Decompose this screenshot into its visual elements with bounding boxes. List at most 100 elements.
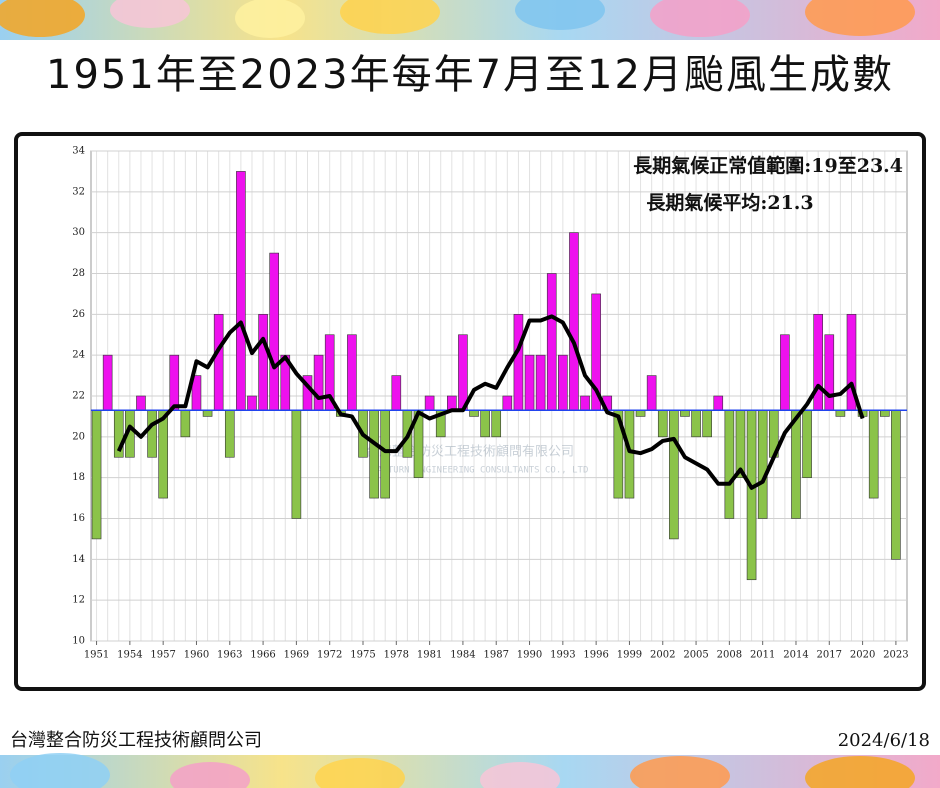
bar	[236, 171, 246, 411]
bar	[868, 409, 879, 499]
x-tick-label: 1951	[84, 650, 109, 661]
bottom-flowers	[10, 753, 915, 788]
footer-date: 2024/6/18	[838, 730, 930, 751]
annotation: 長期氣候平均:21.3	[646, 191, 813, 214]
bar	[269, 252, 279, 411]
bar	[169, 354, 180, 411]
x-tick-label: 2008	[717, 650, 742, 661]
x-tick-label: 1999	[617, 650, 642, 661]
bar	[879, 409, 890, 417]
bar	[524, 354, 535, 411]
bottom-decoration	[0, 755, 940, 788]
bar	[691, 409, 701, 438]
x-tick-label: 1954	[117, 650, 142, 661]
bar	[580, 395, 590, 411]
bar	[746, 409, 757, 581]
x-tick-label: 2023	[883, 650, 908, 661]
bar	[646, 375, 657, 411]
y-tick-label: 18	[72, 472, 85, 483]
bar	[147, 409, 157, 458]
bar	[835, 409, 846, 417]
annotation: 長期氣候正常值範圍:19至23.4	[633, 154, 903, 177]
x-tick-label: 1984	[450, 650, 475, 661]
y-tick-label: 28	[72, 268, 85, 279]
y-tick-label: 26	[72, 309, 85, 320]
bar	[469, 409, 479, 417]
x-tick-label: 1957	[150, 650, 175, 661]
bar	[458, 334, 468, 411]
bar	[513, 314, 524, 411]
bar	[447, 395, 457, 411]
bar	[380, 409, 391, 499]
bar	[569, 232, 579, 411]
y-tick-label: 20	[72, 431, 85, 442]
x-tick-label: 1990	[517, 650, 542, 661]
x-tick-label: 1993	[550, 650, 575, 661]
top-flowers	[0, 0, 915, 38]
y-tick-label: 30	[72, 227, 85, 238]
bar	[313, 354, 324, 411]
x-tick-label: 1963	[217, 650, 242, 661]
bar	[535, 354, 546, 411]
bar	[480, 409, 490, 438]
bar	[802, 409, 812, 478]
bar	[824, 334, 835, 411]
watermark: TAITURN ENGINEERING CONSULTANTS CO., LTD	[372, 466, 589, 476]
bar	[391, 375, 402, 411]
bar	[624, 409, 635, 499]
y-tick-label: 14	[72, 554, 85, 565]
bar	[491, 409, 502, 438]
x-tick-label: 1987	[483, 650, 508, 661]
y-tick-label: 16	[72, 513, 85, 524]
footer-company: 台灣整合防災工程技術顧問公司	[10, 730, 262, 751]
bar	[502, 395, 513, 411]
bar	[702, 409, 712, 438]
bar	[558, 354, 568, 411]
x-tick-label: 2005	[683, 650, 708, 661]
bar	[369, 409, 379, 499]
y-tick-label: 34	[72, 146, 85, 157]
bar	[713, 395, 724, 411]
bar	[780, 334, 790, 411]
x-tick-label: 1972	[317, 650, 342, 661]
bar	[180, 409, 191, 438]
bar	[224, 409, 235, 458]
bar	[202, 409, 213, 417]
bar	[247, 395, 257, 411]
bar	[791, 409, 801, 519]
bar	[657, 409, 668, 438]
x-tick-label: 1996	[583, 650, 608, 661]
x-tick-label: 1978	[384, 650, 409, 661]
bar	[546, 273, 557, 411]
bar	[347, 334, 357, 411]
y-tick-label: 22	[72, 391, 85, 402]
slide-title: 1951年至2023年每年7月至12月颱風生成數	[46, 52, 894, 98]
bar	[635, 409, 646, 417]
bar	[136, 395, 146, 411]
bar	[813, 314, 823, 411]
bar	[757, 409, 768, 519]
x-tick-label: 1981	[417, 650, 442, 661]
bar	[891, 409, 901, 560]
x-tick-label: 2014	[783, 650, 808, 661]
bar	[291, 409, 302, 519]
bar	[669, 409, 679, 540]
plot: 10 12 14 16 18 20 22 24 26 28 30 32 34 1951 1954 1957 19…	[72, 146, 908, 661]
y-tick-label: 32	[72, 186, 85, 197]
x-tick-label: 2020	[850, 650, 875, 661]
x-tick-label: 1960	[184, 650, 209, 661]
x-tick-label: 2011	[750, 650, 775, 661]
y-tick-label: 12	[72, 595, 85, 606]
x-tick-label: 2002	[650, 650, 675, 661]
bar	[158, 409, 168, 499]
x-tick-label: 2017	[817, 650, 842, 661]
x-tick-label: 1969	[284, 650, 309, 661]
bar	[424, 395, 435, 411]
bar	[102, 354, 113, 411]
bar	[680, 409, 690, 417]
y-tick-label: 24	[72, 350, 85, 361]
trend-line	[116, 314, 865, 490]
bar	[258, 314, 268, 411]
bar	[91, 409, 102, 540]
